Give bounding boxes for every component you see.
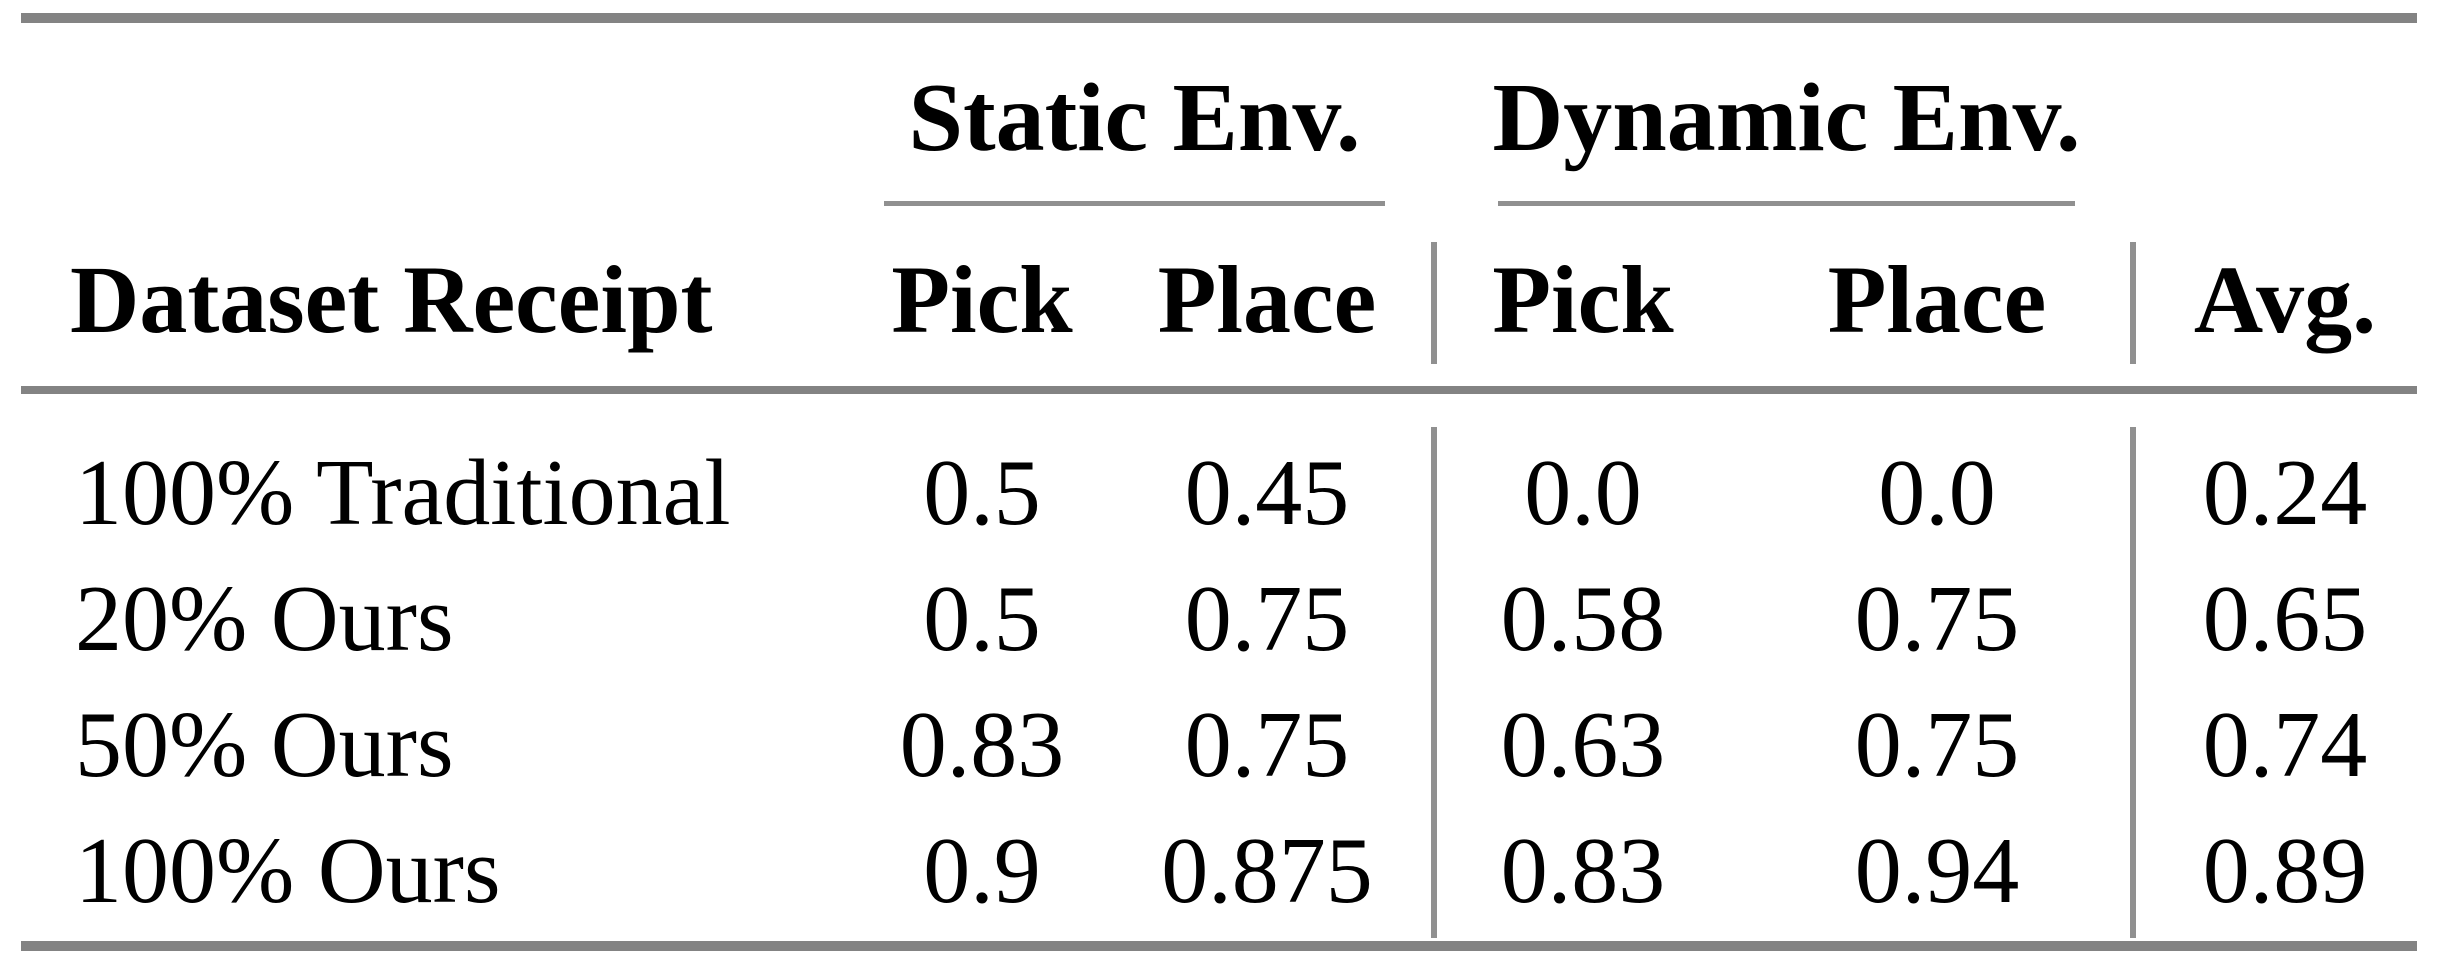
cell-dynamic-place: 0.75 (1854, 567, 2020, 671)
cell-dynamic-pick: 0.0 (1524, 441, 1642, 545)
column-header-dataset-receipt: Dataset Receipt (70, 245, 713, 353)
group-header-dynamic-env: Dynamic Env. (1492, 64, 2081, 172)
cell-avg: 0.89 (2202, 819, 2368, 923)
table-header-row: Dataset Receipt Pick Place Pick Place Av… (0, 236, 2440, 362)
table-row: 50% Ours 0.83 0.75 0.63 0.75 0.74 (0, 682, 2440, 808)
cell-avg: 0.24 (2202, 441, 2368, 545)
cell-static-pick: 0.5 (923, 567, 1041, 671)
cell-dynamic-pick: 0.83 (1500, 819, 1666, 923)
table-header-rule (21, 386, 2417, 394)
cell-static-pick: 0.5 (923, 441, 1041, 545)
cell-static-pick: 0.83 (899, 693, 1065, 797)
vertical-rule-avg-header (2130, 242, 2136, 364)
column-header-avg: Avg. (2193, 245, 2377, 353)
cell-dynamic-pick: 0.58 (1500, 567, 1666, 671)
static-env-cmidrule (884, 201, 1385, 206)
cell-static-place: 0.875 (1161, 819, 1373, 923)
vertical-rule-static-dynamic-body (1431, 427, 1437, 938)
cell-static-place: 0.75 (1184, 567, 1350, 671)
row-label: 100% Ours (75, 819, 501, 923)
cell-dynamic-place: 0.75 (1854, 693, 2020, 797)
row-label: 50% Ours (75, 693, 454, 797)
table-row: 100% Traditional 0.5 0.45 0.0 0.0 0.24 (0, 430, 2440, 556)
row-label: 20% Ours (75, 567, 454, 671)
cell-dynamic-place: 0.94 (1854, 819, 2020, 923)
cell-dynamic-pick: 0.63 (1500, 693, 1666, 797)
vertical-rule-avg-body (2130, 427, 2136, 938)
cell-dynamic-place: 0.0 (1878, 441, 1996, 545)
column-header-dynamic-place: Place (1827, 245, 2047, 353)
column-header-static-pick: Pick (891, 245, 1073, 353)
table-bottom-rule (21, 941, 2417, 951)
cell-static-pick: 0.9 (923, 819, 1041, 923)
group-header-static-env: Static Env. (908, 64, 1361, 172)
cell-static-place: 0.75 (1184, 693, 1350, 797)
table-row: 20% Ours 0.5 0.75 0.58 0.75 0.65 (0, 556, 2440, 682)
column-header-static-place: Place (1157, 245, 1377, 353)
column-header-dynamic-pick: Pick (1492, 245, 1674, 353)
dynamic-env-cmidrule (1498, 201, 2075, 206)
row-label: 100% Traditional (75, 441, 731, 545)
cell-avg: 0.74 (2202, 693, 2368, 797)
table-top-rule (21, 13, 2417, 23)
cell-avg: 0.65 (2202, 567, 2368, 671)
table-row: 100% Ours 0.9 0.875 0.83 0.94 0.89 (0, 808, 2440, 934)
vertical-rule-static-dynamic-header (1431, 242, 1437, 364)
cell-static-place: 0.45 (1184, 441, 1350, 545)
